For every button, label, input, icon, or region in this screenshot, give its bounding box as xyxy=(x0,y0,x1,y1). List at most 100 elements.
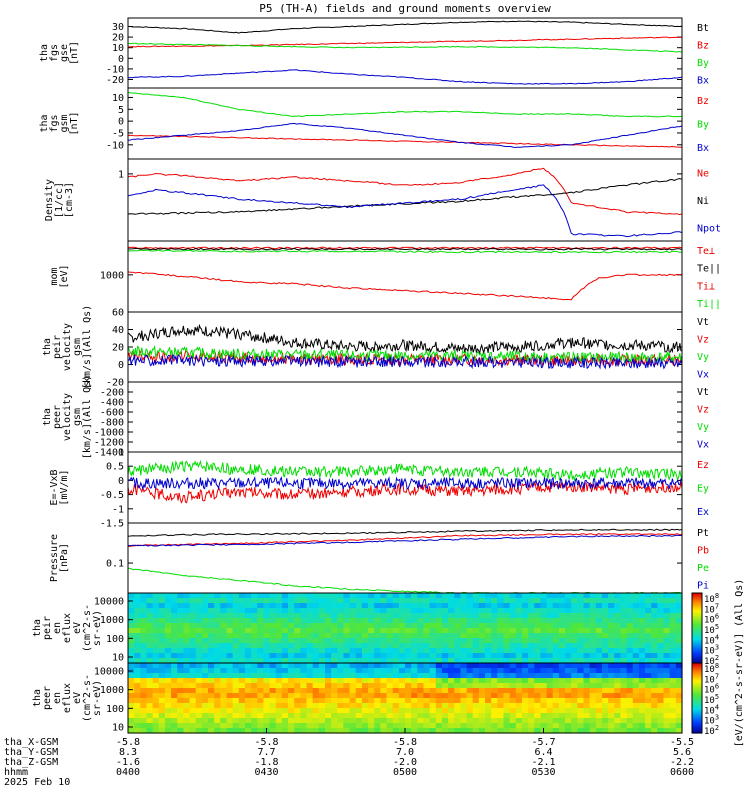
heatmap-cell xyxy=(177,713,184,719)
heatmap-cell xyxy=(546,643,554,649)
heatmap-cell xyxy=(534,658,542,664)
heatmap-cell xyxy=(411,658,418,664)
heatmap-cell xyxy=(318,708,326,714)
y-tick-label: 1 xyxy=(118,448,124,459)
heatmap-cell xyxy=(423,728,431,734)
heatmap-cell xyxy=(128,678,135,684)
heatmap-cell xyxy=(675,703,683,709)
heatmap-cell xyxy=(306,708,314,714)
series-line-green xyxy=(128,42,682,53)
heatmap-cell xyxy=(269,628,277,634)
heatmap-cell xyxy=(589,663,597,669)
heatmap-cell xyxy=(528,638,535,644)
heatmap-cell xyxy=(331,713,338,719)
heatmap-cell xyxy=(146,608,154,614)
heatmap-cell xyxy=(663,728,671,734)
x-row-value: 8.3 xyxy=(119,747,137,758)
heatmap-cell xyxy=(201,643,209,649)
heatmap-cell xyxy=(528,608,535,614)
heatmap-cell xyxy=(226,643,234,649)
heatmap-cell xyxy=(300,653,308,659)
heatmap-cell xyxy=(632,718,640,724)
colorbar-cell xyxy=(692,699,702,701)
heatmap-cell xyxy=(491,728,498,734)
colorbar-cell xyxy=(692,623,702,626)
heatmap-cell xyxy=(146,703,154,709)
heatmap-cell xyxy=(540,658,548,664)
colorbar-cell xyxy=(692,707,702,710)
heatmap-cell xyxy=(558,663,566,669)
y-tick-label: -1400 xyxy=(94,448,124,459)
heatmap-cell xyxy=(214,718,221,724)
heatmap-cell xyxy=(275,618,283,624)
heatmap-cell xyxy=(349,658,357,664)
heatmap-cell xyxy=(435,663,443,669)
heatmap-cell xyxy=(534,603,542,609)
heatmap-cell xyxy=(441,718,449,724)
heatmap-cell xyxy=(281,728,289,734)
heatmap-cell xyxy=(312,613,320,619)
colorbar-tick-label: 106 xyxy=(704,613,719,626)
heatmap-cell xyxy=(645,713,652,719)
heatmap-cell xyxy=(632,613,640,619)
heatmap-cell xyxy=(158,593,166,599)
x-row-value: 0600 xyxy=(670,767,694,778)
heatmap-cell xyxy=(589,673,597,679)
heatmap-cell xyxy=(294,723,301,729)
heatmap-cell xyxy=(638,678,646,684)
heatmap-cell xyxy=(540,628,548,634)
heatmap-cell xyxy=(238,608,246,614)
colorbar-cell xyxy=(692,598,702,601)
heatmap-cell xyxy=(515,683,523,689)
heatmap-cell xyxy=(343,693,351,699)
heatmap-cell xyxy=(558,643,566,649)
heatmap-cell xyxy=(324,703,332,709)
heatmap-cell xyxy=(441,708,449,714)
heatmap-cell xyxy=(128,698,135,704)
heatmap-cell xyxy=(466,623,474,629)
heatmap-cell xyxy=(220,598,228,604)
heatmap-cell xyxy=(565,593,572,599)
heatmap-cell xyxy=(552,678,560,684)
heatmap-cell xyxy=(195,683,203,689)
heatmap-cell xyxy=(177,643,184,649)
heatmap-cell xyxy=(294,638,301,644)
heatmap-cell xyxy=(398,653,406,659)
heatmap-cell xyxy=(146,668,154,674)
heatmap-cell xyxy=(577,593,585,599)
heatmap-cell xyxy=(651,708,658,714)
heatmap-cell xyxy=(626,673,634,679)
heatmap-cell xyxy=(509,648,517,654)
heatmap-cell xyxy=(657,698,665,704)
legend-label: Te|| xyxy=(697,264,721,275)
heatmap-cell xyxy=(312,658,320,664)
heatmap-cell xyxy=(405,708,412,714)
y-axis-label: gsm xyxy=(72,408,83,426)
heatmap-cell xyxy=(355,718,363,724)
heatmap-cell xyxy=(614,683,622,689)
heatmap-cell xyxy=(645,613,652,619)
heatmap-cell xyxy=(337,663,345,669)
heatmap-cell xyxy=(423,713,431,719)
heatmap-cell xyxy=(417,648,425,654)
heatmap-cell xyxy=(669,608,677,614)
heatmap-cell xyxy=(521,648,529,654)
heatmap-cell xyxy=(460,663,468,669)
heatmap-cell xyxy=(164,673,172,679)
heatmap-cell xyxy=(595,598,603,604)
heatmap-cell xyxy=(134,608,141,614)
x-row-value: -1.8 xyxy=(254,757,278,768)
heatmap-cell xyxy=(195,668,203,674)
x-row-value: -2.0 xyxy=(393,757,417,768)
heatmap-cell xyxy=(300,728,308,734)
heatmap-cell xyxy=(540,713,548,719)
heatmap-cell xyxy=(164,593,172,599)
heatmap-cell xyxy=(448,608,455,614)
heatmap-cell xyxy=(472,703,480,709)
heatmap-cell xyxy=(503,653,511,659)
colorbar-cell xyxy=(692,710,702,713)
colorbar-cell xyxy=(692,656,702,658)
heatmap-cell xyxy=(380,628,388,634)
colorbar-cell xyxy=(692,727,702,729)
heatmap-cell xyxy=(651,608,658,614)
